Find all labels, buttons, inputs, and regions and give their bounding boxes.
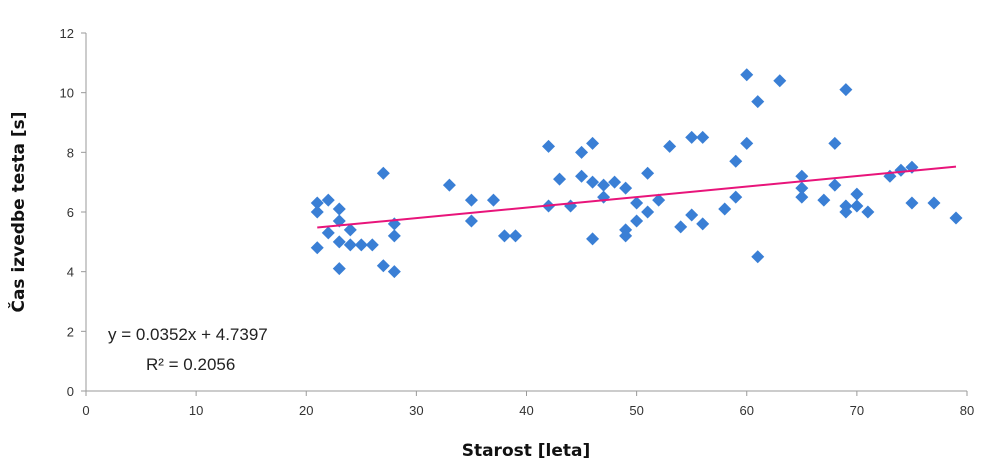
data-point bbox=[508, 229, 522, 243]
data-point bbox=[332, 235, 346, 249]
x-tick-label: 70 bbox=[850, 403, 864, 418]
data-point bbox=[674, 220, 688, 234]
data-point bbox=[376, 259, 390, 273]
data-point bbox=[586, 136, 600, 150]
y-tick-label: 10 bbox=[60, 86, 74, 101]
data-point bbox=[685, 130, 699, 144]
x-tick-label: 40 bbox=[519, 403, 533, 418]
data-point bbox=[387, 265, 401, 279]
y-axis-title: Čas izvedbe testa [s] bbox=[7, 111, 29, 312]
data-point bbox=[905, 196, 919, 210]
y-tick-label: 8 bbox=[67, 145, 74, 160]
x-tick-label: 10 bbox=[189, 403, 203, 418]
y-tick-label: 4 bbox=[67, 265, 74, 280]
data-point bbox=[839, 83, 853, 97]
data-point bbox=[949, 211, 963, 225]
x-tick-label: 20 bbox=[299, 403, 313, 418]
x-tick-label: 30 bbox=[409, 403, 423, 418]
data-point bbox=[332, 262, 346, 276]
data-point bbox=[729, 190, 743, 204]
data-points bbox=[310, 68, 963, 279]
x-ticks: 0 10 20 30 40 50 60 70 80 bbox=[82, 391, 974, 418]
data-point bbox=[608, 175, 622, 189]
y-tick-label: 6 bbox=[67, 205, 74, 220]
data-point bbox=[575, 145, 589, 159]
data-point bbox=[442, 178, 456, 192]
data-point bbox=[376, 166, 390, 180]
data-point bbox=[685, 208, 699, 222]
data-point bbox=[663, 139, 677, 153]
y-ticks: 0 2 4 6 8 10 12 bbox=[60, 26, 86, 399]
data-point bbox=[828, 178, 842, 192]
data-point bbox=[795, 190, 809, 204]
y-tick-label: 0 bbox=[67, 384, 74, 399]
data-point bbox=[652, 193, 666, 207]
data-point bbox=[321, 226, 335, 240]
data-point bbox=[343, 238, 357, 252]
data-point bbox=[795, 169, 809, 183]
data-point bbox=[696, 130, 710, 144]
data-point bbox=[850, 187, 864, 201]
data-point bbox=[740, 68, 754, 82]
data-point bbox=[927, 196, 941, 210]
data-point bbox=[586, 175, 600, 189]
data-point bbox=[310, 205, 324, 219]
data-point bbox=[343, 223, 357, 237]
data-point bbox=[850, 199, 864, 213]
data-point bbox=[619, 229, 633, 243]
data-point bbox=[894, 163, 908, 177]
data-point bbox=[641, 205, 655, 219]
data-point bbox=[751, 95, 765, 109]
data-point bbox=[464, 214, 478, 228]
data-point bbox=[641, 166, 655, 180]
data-point bbox=[597, 178, 611, 192]
data-point bbox=[751, 250, 765, 264]
data-point bbox=[310, 241, 324, 255]
data-point bbox=[321, 193, 335, 207]
data-point bbox=[575, 169, 589, 183]
y-tick-label: 2 bbox=[67, 324, 74, 339]
data-point bbox=[718, 202, 732, 216]
data-point bbox=[497, 229, 511, 243]
r-squared-label: R² = 0.2056 bbox=[146, 355, 235, 374]
trendline bbox=[317, 165, 957, 229]
data-point bbox=[464, 193, 478, 207]
data-point bbox=[553, 172, 567, 186]
data-point bbox=[861, 205, 875, 219]
data-point bbox=[773, 74, 787, 88]
data-point bbox=[310, 196, 324, 210]
equation-label: y = 0.0352x + 4.7397 bbox=[108, 325, 268, 344]
data-point bbox=[354, 238, 368, 252]
data-point bbox=[542, 139, 556, 153]
data-point bbox=[586, 232, 600, 246]
data-point bbox=[619, 181, 633, 195]
data-point bbox=[630, 196, 644, 210]
data-point bbox=[696, 217, 710, 231]
x-axis-title: Starost [leta] bbox=[462, 441, 591, 461]
data-point bbox=[839, 205, 853, 219]
x-tick-label: 0 bbox=[82, 403, 89, 418]
data-point bbox=[365, 238, 379, 252]
data-point bbox=[564, 199, 578, 213]
y-tick-label: 12 bbox=[60, 26, 74, 41]
data-point bbox=[828, 136, 842, 150]
data-point bbox=[817, 193, 831, 207]
data-point bbox=[486, 193, 500, 207]
x-tick-label: 60 bbox=[740, 403, 754, 418]
data-point bbox=[795, 181, 809, 195]
data-point bbox=[729, 154, 743, 168]
data-point bbox=[387, 229, 401, 243]
x-tick-label: 80 bbox=[960, 403, 974, 418]
data-point bbox=[630, 214, 644, 228]
data-point bbox=[332, 202, 346, 216]
data-point bbox=[740, 136, 754, 150]
x-tick-label: 50 bbox=[629, 403, 643, 418]
